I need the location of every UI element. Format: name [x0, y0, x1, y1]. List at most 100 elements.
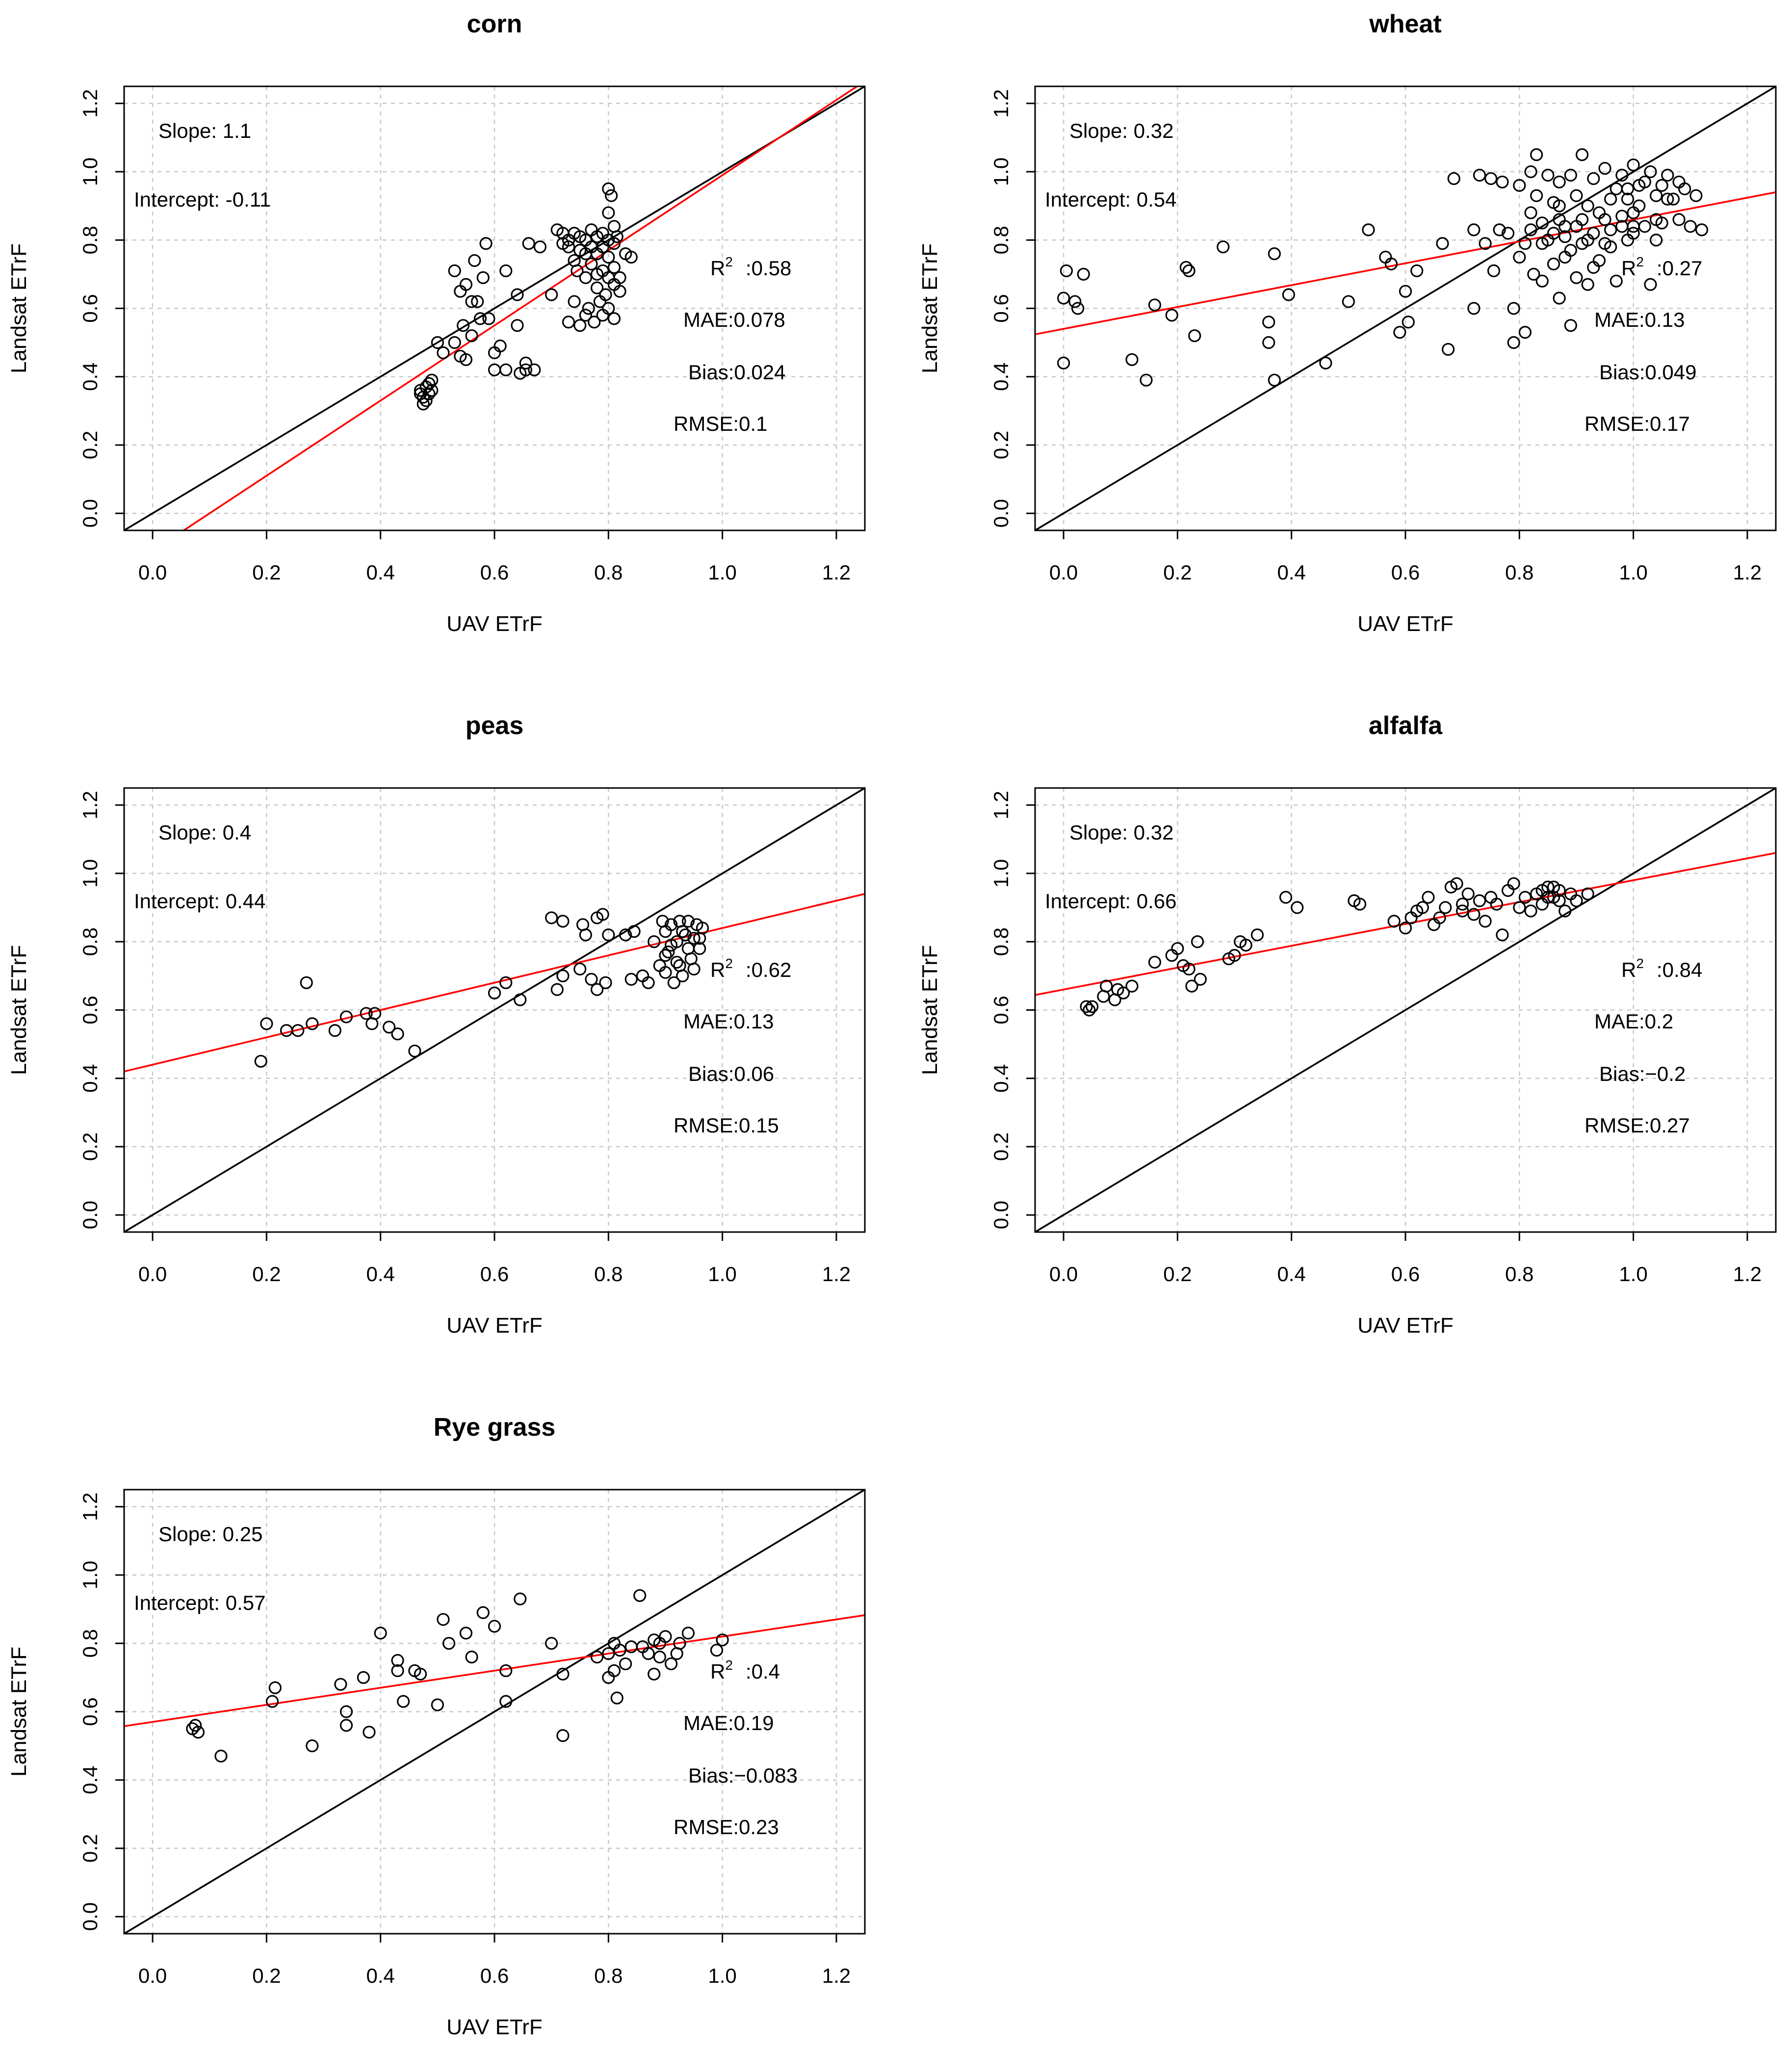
data-point	[528, 363, 541, 376]
data-point	[1649, 189, 1663, 202]
y-tick-label: 0.8	[78, 927, 102, 956]
r2-label: R2:0.84	[1621, 956, 1702, 981]
data-point	[306, 1017, 319, 1030]
data-point	[260, 1017, 273, 1030]
line-layer	[124, 788, 865, 1232]
line-layer	[124, 86, 865, 530]
data-point	[1530, 148, 1543, 161]
data-point	[499, 363, 513, 376]
data-point	[1439, 901, 1452, 914]
y-tick-label: 1.0	[989, 859, 1013, 888]
data-point	[590, 267, 604, 281]
data-point	[1547, 227, 1560, 240]
data-point	[1117, 986, 1130, 999]
data-point	[1621, 192, 1635, 206]
data-point	[602, 928, 615, 942]
data-point	[605, 189, 618, 202]
y-tick-label: 0.4	[78, 363, 102, 391]
data-point	[1140, 373, 1153, 387]
data-point	[1535, 884, 1549, 897]
data-point	[280, 1024, 293, 1037]
x-tick-label: 1.0	[708, 561, 736, 584]
data-point	[1615, 168, 1629, 182]
data-point	[1473, 168, 1486, 182]
one-to-one-line	[1035, 788, 1776, 1232]
data-point	[468, 254, 481, 267]
data-point	[408, 1044, 421, 1058]
data-point	[556, 1729, 570, 1742]
data-point	[659, 949, 672, 962]
data-point	[642, 976, 655, 989]
data-point	[1060, 264, 1073, 278]
data-point	[624, 972, 638, 986]
data-point	[414, 1667, 427, 1681]
r2-label: R2:0.62	[710, 956, 791, 981]
data-point	[679, 928, 692, 942]
data-point	[1353, 897, 1367, 911]
data-point	[693, 932, 706, 945]
y-tick-label: 1.2	[989, 791, 1013, 819]
x-tick-label: 0.6	[480, 1964, 509, 1987]
data-point	[189, 1719, 202, 1732]
data-point	[1125, 353, 1139, 367]
data-point	[1484, 172, 1498, 185]
data-point	[1661, 192, 1674, 206]
data-point	[1268, 373, 1281, 387]
data-point	[1507, 302, 1520, 315]
data-point	[1268, 247, 1281, 261]
x-axis-label: UAV ETrF	[446, 612, 543, 636]
data-point	[1068, 295, 1082, 308]
x-tick-label: 1.0	[1619, 561, 1647, 584]
data-point	[265, 1695, 279, 1708]
r2-letter: R	[710, 1660, 725, 1683]
bias-label: Bias:0.06	[688, 1062, 774, 1085]
slope-label: Slope: 0.25	[158, 1523, 263, 1546]
y-tick-label: 1.0	[78, 859, 102, 888]
mae-label: MAE:0.13	[1594, 308, 1685, 331]
data-point	[624, 250, 638, 264]
data-point	[659, 966, 672, 979]
data-point	[1507, 336, 1520, 349]
r2-value: :0.62	[746, 958, 791, 981]
data-point	[602, 234, 615, 247]
data-point	[693, 942, 706, 955]
slope-label: Slope: 0.32	[1069, 821, 1174, 844]
data-point	[1672, 213, 1686, 226]
intercept-label: Intercept: 0.66	[1045, 890, 1177, 913]
data-point	[1535, 216, 1549, 230]
x-tick-label: 0.0	[138, 561, 167, 584]
data-point	[1239, 939, 1252, 952]
data-point	[1524, 904, 1537, 918]
data-point	[599, 976, 612, 989]
data-point	[1633, 179, 1646, 192]
data-point	[582, 302, 595, 315]
intercept-label: Intercept: 0.57	[134, 1591, 266, 1614]
data-point	[1461, 887, 1475, 900]
data-point	[300, 976, 313, 989]
data-point	[602, 1647, 615, 1660]
data-point	[1558, 904, 1572, 918]
panel-rye-grass: Rye grass 0.0 0.2 0.4 0.6 0.8 1.0 1.2 0.0 0.2 0.4 0…	[7, 1413, 866, 2039]
data-point	[328, 1024, 341, 1037]
data-point	[571, 264, 584, 278]
data-point	[1362, 223, 1375, 236]
y-tick-label: 0.4	[989, 363, 1013, 391]
plot-frame	[1034, 85, 1777, 531]
x-axis-label: UAV ETrF	[1357, 1313, 1454, 1338]
data-point	[556, 237, 570, 250]
panel-alfalfa: alfalfa 0.0 0.2 0.4 0.6 0.8 1.0 1.2 0.0 0.2 0.4 0.6…	[918, 711, 1777, 1338]
r2-superscript: 2	[1636, 254, 1644, 269]
data-point	[1575, 213, 1589, 226]
chart-title: Rye grass	[434, 1413, 556, 1442]
mae-label: MAE:0.13	[683, 1010, 774, 1033]
r2-label: R2:0.27	[1621, 254, 1702, 280]
x-tick-label: 0.2	[252, 1964, 281, 1987]
data-point	[1496, 175, 1509, 189]
data-point	[511, 288, 524, 301]
data-point	[642, 1647, 655, 1660]
y-tick-label: 0.2	[78, 1834, 102, 1863]
data-point	[1581, 234, 1594, 247]
data-point	[1684, 220, 1697, 233]
rmse-label: RMSE:0.1	[674, 412, 767, 435]
